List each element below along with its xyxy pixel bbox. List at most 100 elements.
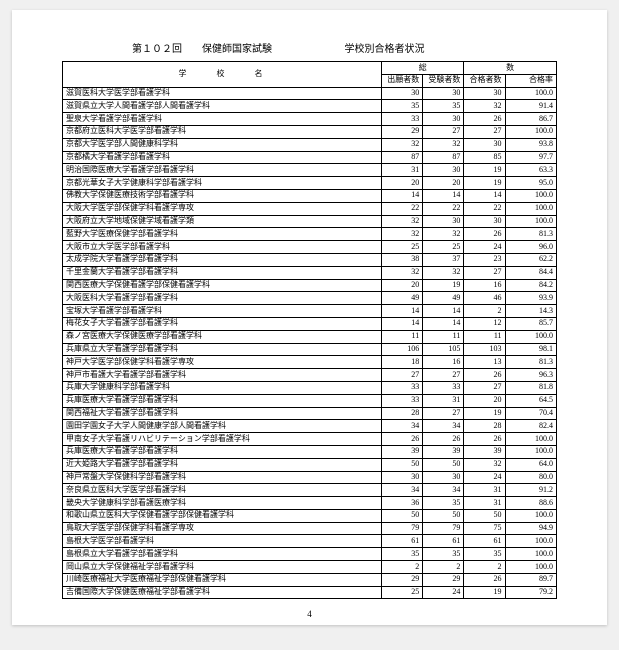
cell-school: 畿央大学健康科学部看護医療学科 [63, 497, 382, 510]
table-row: 島根県立大学看護学部看護学科353535100.0 [63, 548, 557, 561]
cell-passers: 14 [464, 189, 505, 202]
cell-passers: 27 [464, 381, 505, 394]
cell-rate: 100.0 [505, 445, 556, 458]
document-page: 第１０２回 保健師国家試験 学校別合格者状況 学校名 総 数 出願者数 受験者数… [12, 10, 607, 625]
cell-passers: 11 [464, 330, 505, 343]
cell-applicants: 32 [382, 215, 423, 228]
cell-applicants: 2 [382, 561, 423, 574]
cell-examinees: 37 [423, 253, 464, 266]
cell-examinees: 33 [423, 381, 464, 394]
cell-applicants: 29 [382, 125, 423, 138]
cell-applicants: 18 [382, 356, 423, 369]
cell-examinees: 39 [423, 445, 464, 458]
cell-passers: 39 [464, 445, 505, 458]
table-row: 岡山県立大学保健福祉学部看護学科222100.0 [63, 561, 557, 574]
table-row: 明治国際医療大学看護学部看護学科31301963.3 [63, 164, 557, 177]
cell-examinees: 16 [423, 356, 464, 369]
table-row: 兵庫医療大学看護学部看護学科393939100.0 [63, 445, 557, 458]
cell-school: 神戸常盤大学保健科学部看護学科 [63, 471, 382, 484]
cell-examinees: 30 [423, 471, 464, 484]
table-row: 太成学院大学看護学部看護学科38372362.2 [63, 253, 557, 266]
cell-school: 兵庫医療大学看護学部看護学科 [63, 445, 382, 458]
cell-rate: 93.9 [505, 292, 556, 305]
cell-school: 京都光華女子大学健康科学部看護学科 [63, 177, 382, 190]
cell-rate: 98.1 [505, 343, 556, 356]
cell-applicants: 35 [382, 100, 423, 113]
cell-rate: 100.0 [505, 535, 556, 548]
cell-school: 甲南女子大学看護リハビリテーション学部看護学科 [63, 433, 382, 446]
cell-rate: 97.7 [505, 151, 556, 164]
cell-passers: 35 [464, 548, 505, 561]
table-row: 聖泉大学看護学部看護学科33302686.7 [63, 113, 557, 126]
cell-examinees: 26 [423, 433, 464, 446]
cell-passers: 31 [464, 484, 505, 497]
cell-examinees: 50 [423, 509, 464, 522]
cell-examinees: 105 [423, 343, 464, 356]
cell-school: 大阪市立大学医学部看護学科 [63, 241, 382, 254]
cell-rate: 86.7 [505, 113, 556, 126]
cell-applicants: 50 [382, 509, 423, 522]
cell-school: 滋賀医科大学医学部看護学科 [63, 87, 382, 100]
header-left: 第１０２回 保健師国家試験 [62, 40, 345, 55]
cell-passers: 85 [464, 151, 505, 164]
cell-school: 京都大学医学部人間健康科学科 [63, 138, 382, 151]
cell-applicants: 25 [382, 586, 423, 599]
cell-examinees: 30 [423, 87, 464, 100]
cell-examinees: 35 [423, 497, 464, 510]
cell-applicants: 28 [382, 407, 423, 420]
col-group: 総 [382, 62, 464, 75]
cell-school: 滋賀県立大学人間看護学部人間看護学科 [63, 100, 382, 113]
cell-examinees: 27 [423, 407, 464, 420]
cell-school: 神戸大学医学部保健学科看護学専攻 [63, 356, 382, 369]
cell-school: 大阪府立大学地域保健学域看護学類 [63, 215, 382, 228]
col-rate: 合格率 [505, 74, 556, 87]
cell-rate: 100.0 [505, 509, 556, 522]
cell-rate: 88.6 [505, 497, 556, 510]
cell-examinees: 2 [423, 561, 464, 574]
cell-school: 兵庫県立大学看護学部看護学科 [63, 343, 382, 356]
table-row: 吉備国際大学保健医療福祉学部看護学科25241979.2 [63, 586, 557, 599]
cell-school: 和歌山県立医科大学保健看護学部保健看護学科 [63, 509, 382, 522]
cell-rate: 100.0 [505, 125, 556, 138]
cell-rate: 91.4 [505, 100, 556, 113]
cell-school: 明治国際医療大学看護学部看護学科 [63, 164, 382, 177]
cell-applicants: 32 [382, 138, 423, 151]
cell-applicants: 33 [382, 394, 423, 407]
cell-examinees: 61 [423, 535, 464, 548]
cell-applicants: 32 [382, 266, 423, 279]
cell-passers: 28 [464, 420, 505, 433]
cell-rate: 93.8 [505, 138, 556, 151]
cell-applicants: 34 [382, 420, 423, 433]
cell-rate: 89.7 [505, 573, 556, 586]
cell-passers: 24 [464, 241, 505, 254]
cell-applicants: 26 [382, 433, 423, 446]
cell-school: 大阪大学医学部保健学科看護学専攻 [63, 202, 382, 215]
cell-examinees: 19 [423, 279, 464, 292]
page-number: 4 [307, 609, 312, 619]
cell-rate: 95.0 [505, 177, 556, 190]
cell-passers: 27 [464, 266, 505, 279]
cell-rate: 64.5 [505, 394, 556, 407]
cell-passers: 26 [464, 573, 505, 586]
cell-examinees: 34 [423, 420, 464, 433]
cell-examinees: 14 [423, 189, 464, 202]
cell-applicants: 31 [382, 164, 423, 177]
cell-rate: 81.3 [505, 356, 556, 369]
cell-school: 関西医療大学保健看護学部保健看護学科 [63, 279, 382, 292]
cell-passers: 26 [464, 228, 505, 241]
cell-examinees: 30 [423, 164, 464, 177]
cell-applicants: 79 [382, 522, 423, 535]
table-row: 兵庫医療大学看護学部看護学科33312064.5 [63, 394, 557, 407]
cell-passers: 2 [464, 561, 505, 574]
cell-passers: 26 [464, 113, 505, 126]
cell-applicants: 32 [382, 228, 423, 241]
table-row: 近大姫路大学看護学部看護学科50503264.0 [63, 458, 557, 471]
cell-rate: 80.0 [505, 471, 556, 484]
cell-school: 千里金蘭大学看護学部看護学科 [63, 266, 382, 279]
table-row: 園田学園女子大学人間健康学部人間看護学科34342882.4 [63, 420, 557, 433]
cell-school: 佛教大学保健医療技術学部看護学科 [63, 189, 382, 202]
cell-rate: 79.2 [505, 586, 556, 599]
cell-applicants: 14 [382, 317, 423, 330]
table-row: 神戸市看護大学看護学部看護学科27272696.3 [63, 369, 557, 382]
cell-examinees: 87 [423, 151, 464, 164]
